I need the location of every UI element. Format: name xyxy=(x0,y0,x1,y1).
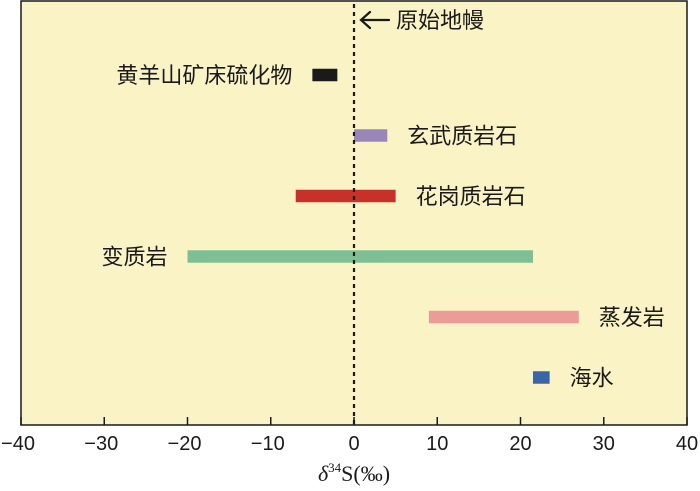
range-bar-1 xyxy=(354,129,388,142)
x-axis-ticks: −40 −30 −20 −10 0 10 20 30 40 xyxy=(1,417,698,455)
reference-line-label: 原始地幔 xyxy=(396,9,484,34)
range-label-3: 变质岩 xyxy=(101,246,167,271)
range-bars xyxy=(187,68,579,384)
x-tick-label-6: 20 xyxy=(509,433,531,455)
range-bar-3 xyxy=(187,250,533,263)
range-label-2: 花岗质岩石 xyxy=(416,185,526,210)
x-tick-label-8: 40 xyxy=(676,433,698,455)
range-bar-2 xyxy=(295,189,396,203)
x-axis-label-delta: δ xyxy=(318,461,329,486)
range-bar-4 xyxy=(428,310,579,324)
x-tick-label-3: −10 xyxy=(251,433,285,455)
arrow-left-icon xyxy=(359,10,391,30)
x-tick-label-1: −30 xyxy=(84,433,118,455)
range-label-4: 蒸发岩 xyxy=(599,306,665,331)
range-label-0: 黄羊山矿床硫化物 xyxy=(116,64,292,89)
x-tick-label-4: 0 xyxy=(348,433,359,455)
x-axis-label-suffix: S(‰) xyxy=(341,461,390,486)
x-axis-label-superscript: 34 xyxy=(328,460,342,475)
range-bar-0 xyxy=(312,68,338,82)
range-bar-5 xyxy=(532,371,550,384)
x-tick-label-2: −20 xyxy=(168,433,202,455)
x-tick-label-5: 10 xyxy=(426,433,448,455)
range-label-5: 海水 xyxy=(570,367,614,392)
range-label-1: 玄武质岩石 xyxy=(407,125,517,150)
x-tick-label-0: −40 xyxy=(1,433,35,455)
reference-annotation: 原始地幔 xyxy=(359,9,484,34)
x-tick-label-7: 30 xyxy=(593,433,615,455)
x-axis-label: δ34S(‰) xyxy=(318,460,390,486)
